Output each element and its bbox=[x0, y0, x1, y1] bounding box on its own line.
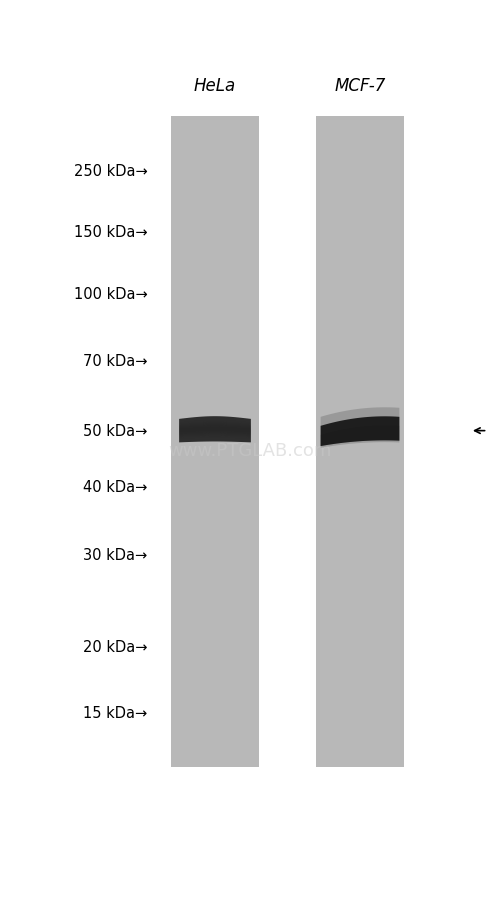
Polygon shape bbox=[179, 429, 251, 432]
Polygon shape bbox=[179, 434, 251, 436]
Polygon shape bbox=[179, 423, 251, 426]
Text: 50 kDa→: 50 kDa→ bbox=[83, 424, 148, 438]
Polygon shape bbox=[179, 430, 251, 433]
Polygon shape bbox=[179, 437, 251, 439]
Text: 150 kDa→: 150 kDa→ bbox=[74, 226, 148, 240]
Polygon shape bbox=[320, 408, 400, 446]
Polygon shape bbox=[179, 427, 251, 429]
Polygon shape bbox=[179, 424, 251, 427]
Polygon shape bbox=[179, 422, 251, 426]
Polygon shape bbox=[179, 421, 251, 424]
Polygon shape bbox=[179, 437, 251, 438]
Polygon shape bbox=[179, 424, 251, 427]
Text: MCF-7: MCF-7 bbox=[334, 77, 386, 95]
Text: 250 kDa→: 250 kDa→ bbox=[74, 164, 148, 179]
Polygon shape bbox=[179, 420, 251, 424]
Polygon shape bbox=[179, 422, 251, 425]
Polygon shape bbox=[320, 426, 400, 448]
Polygon shape bbox=[179, 431, 251, 434]
Polygon shape bbox=[179, 417, 251, 443]
Polygon shape bbox=[179, 437, 251, 438]
Polygon shape bbox=[179, 426, 251, 428]
Text: 40 kDa→: 40 kDa→ bbox=[83, 480, 148, 494]
Polygon shape bbox=[179, 435, 251, 437]
Polygon shape bbox=[179, 428, 251, 430]
Text: 30 kDa→: 30 kDa→ bbox=[83, 548, 148, 562]
Polygon shape bbox=[179, 435, 251, 437]
Text: 20 kDa→: 20 kDa→ bbox=[83, 640, 148, 654]
Bar bbox=[316, 117, 404, 767]
Polygon shape bbox=[179, 430, 251, 432]
Text: www.PTGLAB.com: www.PTGLAB.com bbox=[168, 442, 332, 460]
Polygon shape bbox=[179, 428, 251, 430]
Text: 70 kDa→: 70 kDa→ bbox=[83, 354, 148, 368]
Polygon shape bbox=[179, 425, 251, 428]
Polygon shape bbox=[179, 427, 251, 428]
Bar bbox=[171, 117, 259, 767]
Polygon shape bbox=[179, 432, 251, 434]
Polygon shape bbox=[179, 428, 251, 431]
Text: HeLa: HeLa bbox=[194, 77, 236, 95]
Polygon shape bbox=[179, 433, 251, 436]
Polygon shape bbox=[179, 436, 251, 437]
Polygon shape bbox=[320, 417, 400, 446]
Text: 100 kDa→: 100 kDa→ bbox=[74, 287, 148, 301]
Polygon shape bbox=[179, 433, 251, 435]
Text: 15 kDa→: 15 kDa→ bbox=[83, 705, 148, 720]
